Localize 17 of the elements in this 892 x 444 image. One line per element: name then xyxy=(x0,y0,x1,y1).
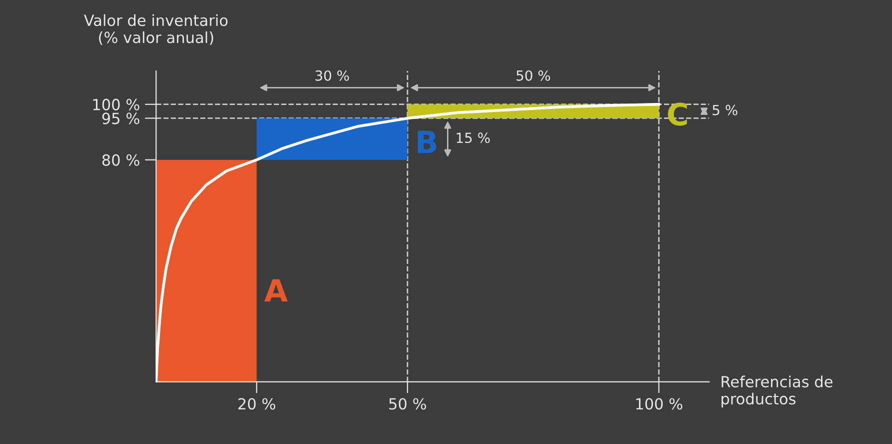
bar xyxy=(256,118,408,160)
y-tick-label: 80 % xyxy=(102,154,140,166)
x-tick-label: 20 % xyxy=(238,398,276,410)
x-tick-label: 100 % xyxy=(636,398,682,410)
annotation: 50 % xyxy=(516,70,550,81)
text: 5 % xyxy=(712,104,738,116)
bar xyxy=(156,160,257,382)
line-series xyxy=(156,102,660,382)
x-axis-title: Referencias de productos xyxy=(722,376,832,408)
series-label: A xyxy=(264,279,288,302)
y-tick-label: 95 % xyxy=(102,112,140,124)
annotation: 30 % xyxy=(315,70,349,81)
y-axis-title: Valor de inventario (% valor anual) xyxy=(84,14,228,46)
annotation: 15 % xyxy=(456,132,490,144)
series-label: B xyxy=(418,130,436,154)
y-tick-label: 100 % xyxy=(93,98,140,110)
x-tick-label: 50 % xyxy=(389,398,426,410)
